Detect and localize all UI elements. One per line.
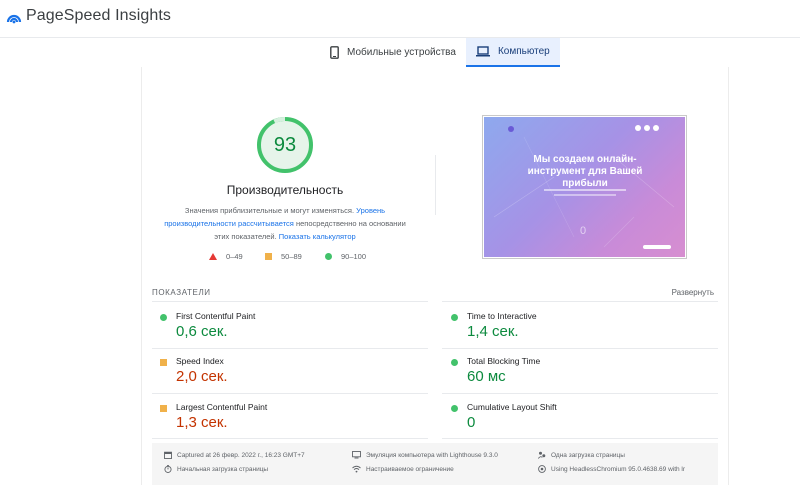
metrics-divider	[152, 393, 428, 394]
vertical-divider	[435, 155, 436, 215]
screenshot-decor	[493, 136, 675, 248]
people-icon	[538, 451, 546, 459]
legend-average-label: 50–89	[281, 252, 302, 261]
legend-poor-label: 0–49	[226, 252, 243, 261]
metric-value: 60 мс	[467, 368, 506, 385]
metric-name: Largest Contentful Paint	[176, 402, 268, 412]
performance-title: Производительность	[226, 183, 344, 197]
legend-average: 50–89	[265, 252, 302, 261]
good-circle-icon	[451, 314, 458, 321]
desc-text-1: Значения приблизительные и могут изменят…	[184, 206, 357, 215]
metrics-divider	[442, 438, 718, 439]
footer-browser: Using HeadlessChromium 95.0.4638.69 with…	[538, 465, 685, 473]
triangle-icon	[209, 253, 217, 260]
header-divider	[0, 37, 800, 38]
average-square-icon	[160, 405, 167, 412]
footer-throttling-text: Настраиваемое ограничение	[366, 465, 454, 473]
pagespeed-logo-icon[interactable]	[6, 9, 22, 25]
show-calculator-link[interactable]: Показать калькулятор	[278, 232, 356, 241]
footer-initial-load: Начальная загрузка страницы	[164, 465, 268, 473]
legend-good: 90–100	[325, 252, 366, 261]
screenshot-zero: 0	[580, 225, 587, 237]
metrics-divider	[442, 301, 718, 302]
good-circle-icon	[451, 405, 458, 412]
score-calc-link[interactable]: Уровень производительности рассчитываетс…	[164, 206, 386, 228]
tab-mobile-label: Мобильные устройства	[347, 47, 456, 58]
metric-value: 0,6 сек.	[176, 323, 228, 340]
footer-initial-load-text: Начальная загрузка страницы	[177, 465, 269, 473]
site-nav-dots	[632, 125, 659, 131]
app-title[interactable]: PageSpeed Insights	[26, 7, 172, 24]
good-circle-icon	[451, 359, 458, 366]
desktop-icon	[352, 451, 361, 459]
report-card	[141, 67, 729, 485]
circle-icon	[325, 253, 332, 260]
metric-name: Cumulative Layout Shift	[467, 402, 557, 412]
metric-name: Speed Index	[176, 356, 224, 366]
metric-name: Time to Interactive	[467, 311, 537, 321]
metric-value: 1,3 сек.	[176, 414, 228, 431]
screenshot-preview: Мы создаем онлайн-инструмент для Вашей п…	[484, 117, 685, 257]
metric-name: First Contentful Paint	[176, 311, 256, 321]
score-gauge	[257, 117, 313, 173]
screenshot-button	[643, 245, 671, 249]
footer-emulation: Эмуляция компьютера with Lighthouse 9.3.…	[352, 451, 498, 459]
performance-description: Значения приблизительные и могут изменят…	[158, 204, 412, 243]
average-square-icon	[160, 359, 167, 366]
metric-value: 0	[467, 414, 476, 431]
top-bar: PageSpeed Insights	[0, 0, 800, 36]
good-circle-icon	[160, 314, 167, 321]
performance-score: 93	[273, 134, 297, 156]
square-icon	[265, 253, 272, 260]
screenshot-headline: Мы создаем онлайн-инструмент для Вашей п…	[527, 154, 643, 189]
metrics-heading: ПОКАЗАТЕЛИ	[152, 288, 211, 297]
calendar-icon	[164, 451, 172, 459]
metrics-divider	[152, 301, 428, 302]
smartphone-icon	[330, 46, 339, 59]
metric-value: 2,0 сек.	[176, 368, 228, 385]
footer-single-load-text: Одна загрузка страницы	[551, 451, 625, 459]
metric-value: 1,4 сек.	[467, 323, 519, 340]
wifi-icon	[352, 465, 361, 473]
footer-emulation-text: Эмуляция компьютера with Lighthouse 9.3.…	[366, 451, 498, 459]
timer-icon	[164, 465, 172, 473]
footer-captured-text: Captured at 26 февр. 2022 г., 16:23 GMT+…	[177, 451, 305, 459]
metrics-divider	[442, 348, 718, 349]
metrics-divider	[152, 348, 428, 349]
page-screenshot[interactable]: Мы создаем онлайн-инструмент для Вашей п…	[482, 115, 687, 259]
runtime-settings: Captured at 26 февр. 2022 г., 16:23 GMT+…	[152, 443, 718, 485]
chromium-icon	[538, 465, 546, 473]
desc-text-2: непосредственно на основании этих показа…	[214, 219, 406, 241]
expand-metrics-button[interactable]: Развернуть	[671, 288, 714, 297]
tab-desktop-label: Компьютер	[497, 46, 550, 57]
metrics-divider	[152, 438, 428, 439]
laptop-icon	[475, 46, 490, 57]
tab-desktop[interactable]: Компьютер	[465, 38, 560, 67]
metric-name: Total Blocking Time	[467, 356, 541, 366]
legend-poor: 0–49	[209, 252, 243, 261]
device-tabs: Мобильные устройства Компьютер	[320, 38, 560, 67]
site-logo-icon	[508, 126, 514, 132]
footer-single-load: Одна загрузка страницы	[538, 451, 625, 459]
footer-throttling: Настраиваемое ограничение	[352, 465, 454, 473]
tab-mobile[interactable]: Мобильные устройства	[320, 38, 466, 67]
footer-captured: Captured at 26 февр. 2022 г., 16:23 GMT+…	[164, 451, 305, 459]
metrics-divider	[442, 393, 718, 394]
legend-good-label: 90–100	[341, 252, 367, 261]
footer-browser-text: Using HeadlessChromium 95.0.4638.69 with…	[551, 465, 686, 473]
